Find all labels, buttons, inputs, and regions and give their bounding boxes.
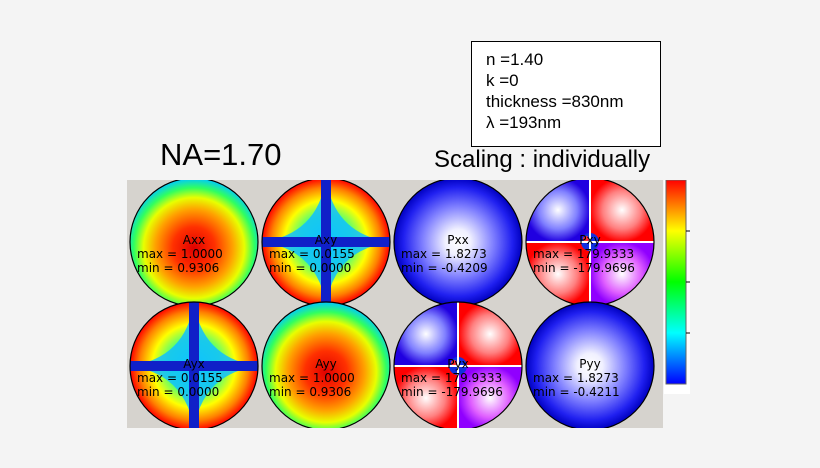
pupil-map-panel (127, 180, 663, 428)
map-min: min = 0.9306 (269, 385, 352, 399)
map-name: Pxx (447, 233, 469, 247)
map-name: Pyy (579, 357, 601, 371)
pupil-map-ayy (261, 301, 391, 428)
map-max: max = 0.0155 (269, 247, 355, 261)
map-name: Pxy (579, 233, 601, 247)
pupil-map-pyx (393, 301, 523, 428)
map-min: min = -179.9696 (401, 385, 503, 399)
pupil-map-axy (261, 180, 391, 307)
pupil-map-ayx (129, 301, 259, 428)
pupil-map-pyy (525, 301, 655, 428)
map-max: max = 0.0155 (137, 371, 223, 385)
map-name: Axy (314, 233, 338, 247)
na-label: NA=1.70 (160, 137, 282, 172)
map-min: min = 0.0000 (269, 261, 352, 275)
map-max: max = 1.0000 (269, 371, 355, 385)
color-scale-bar (664, 179, 690, 394)
map-min: min = -0.4209 (401, 261, 488, 275)
parameter-box: n =1.40 k =0 thickness =830nm λ =193nm (471, 41, 661, 147)
map-min: min = -0.4211 (533, 385, 620, 399)
map-name: Ayx (183, 357, 205, 371)
map-max: max = 179.9333 (401, 371, 503, 385)
pupil-map-graphics (129, 180, 655, 428)
map-max: max = 1.8273 (533, 371, 619, 385)
pupil-map-pxy (525, 180, 655, 307)
map-name: Ayy (315, 357, 337, 371)
map-min: min = 0.0000 (137, 385, 220, 399)
map-min: min = 0.9306 (137, 261, 220, 275)
param-n: n =1.40 (486, 50, 544, 69)
scaling-label: Scaling : individually (434, 146, 651, 173)
param-thickness: thickness =830nm (486, 92, 624, 111)
param-wavelength: λ =193nm (486, 113, 562, 132)
color-scale-graphic (665, 179, 690, 385)
map-max: max = 179.9333 (533, 247, 635, 261)
map-max: max = 1.8273 (401, 247, 487, 261)
param-k: k =0 (486, 71, 519, 90)
map-name: Pyx (447, 357, 469, 371)
map-min: min = -179.9696 (533, 261, 635, 275)
map-max: max = 1.0000 (137, 247, 223, 261)
map-name: Axx (182, 233, 206, 247)
